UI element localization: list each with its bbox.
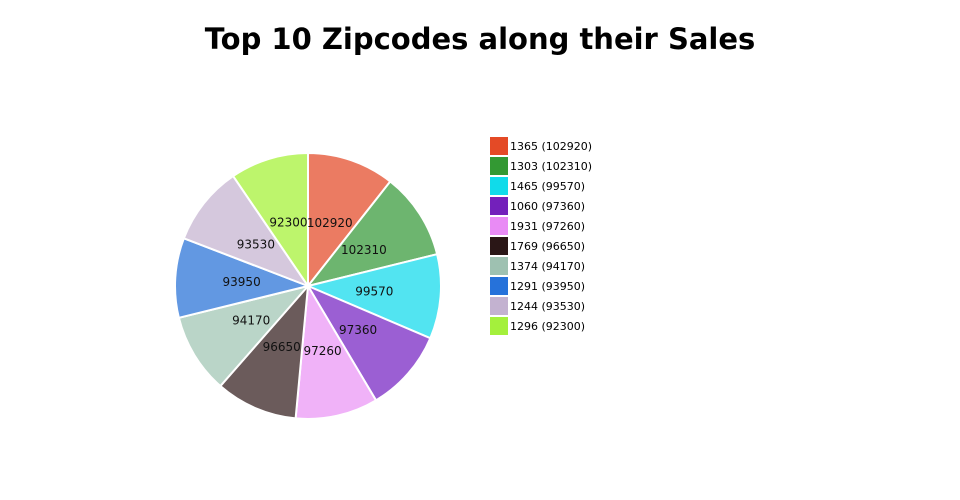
legend-label: 1374 (94170) — [510, 259, 586, 273]
pie-slice-1374 — [177, 284, 311, 388]
legend-item: 1374 (94170) — [490, 256, 592, 276]
slice-value-label: 97360 — [339, 323, 377, 337]
pie-slices — [174, 151, 442, 420]
legend-label: 1769 (96650) — [510, 239, 586, 253]
chart-title: Top 10 Zipcodes along their Sales — [204, 22, 756, 56]
pie-slice-1931 — [294, 282, 378, 420]
slice-value-label: 96650 — [263, 340, 301, 354]
legend-item: 1365 (102920) — [490, 136, 592, 156]
slice-value-label: 93950 — [223, 275, 261, 289]
legend-swatch — [490, 157, 508, 175]
legend-swatch — [490, 137, 508, 155]
slice-value-label: 92300 — [269, 215, 307, 229]
legend-item: 1769 (96650) — [490, 236, 592, 256]
legend-item: 1296 (92300) — [490, 316, 592, 336]
legend-label: 1060 (97360) — [510, 199, 586, 213]
legend-swatch — [490, 217, 508, 235]
legend-label: 1365 (102920) — [510, 139, 593, 153]
pie-slice-1769 — [218, 283, 310, 420]
pie-slice-1365 — [307, 151, 392, 289]
slice-value-label: 93530 — [237, 238, 275, 252]
legend-swatch — [490, 237, 508, 255]
slice-value-label: 102920 — [307, 216, 353, 230]
legend-item: 1244 (93530) — [490, 296, 592, 316]
pie-slice-1465 — [304, 252, 442, 340]
legend-swatch — [490, 197, 508, 215]
legend-swatch — [490, 257, 508, 275]
pie-slice-1060 — [305, 283, 432, 402]
slice-value-label: 102310 — [341, 243, 387, 257]
legend-label: 1244 (93530) — [510, 299, 586, 313]
legend-item: 1060 (97360) — [490, 196, 592, 216]
pie-slice-1296 — [231, 151, 309, 290]
legend-label: 1931 (97260) — [510, 219, 586, 233]
legend-item: 1291 (93950) — [490, 276, 592, 296]
legend-label: 1291 (93950) — [510, 279, 586, 293]
slice-value-label: 94170 — [232, 314, 270, 328]
legend-item: 1303 (102310) — [490, 156, 592, 176]
legend: 1365 (102920) 1303 (102310) 1465 (99570) 10… — [490, 136, 592, 336]
slice-value-label: 99570 — [355, 284, 393, 298]
pie-slice-1291 — [174, 236, 312, 320]
pie-slice-1303 — [305, 180, 439, 288]
legend-swatch — [490, 177, 508, 195]
legend-label: 1296 (92300) — [510, 319, 586, 333]
legend-label: 1303 (102310) — [510, 159, 593, 173]
slice-value-label: 97260 — [304, 344, 342, 358]
legend-swatch — [490, 297, 508, 315]
legend-label: 1465 (99570) — [510, 179, 586, 193]
legend-swatch — [490, 317, 508, 335]
legend-item: 1465 (99570) — [490, 176, 592, 196]
pie-slice-1244 — [182, 174, 311, 289]
legend-swatch — [490, 277, 508, 295]
legend-item: 1931 (97260) — [490, 216, 592, 236]
